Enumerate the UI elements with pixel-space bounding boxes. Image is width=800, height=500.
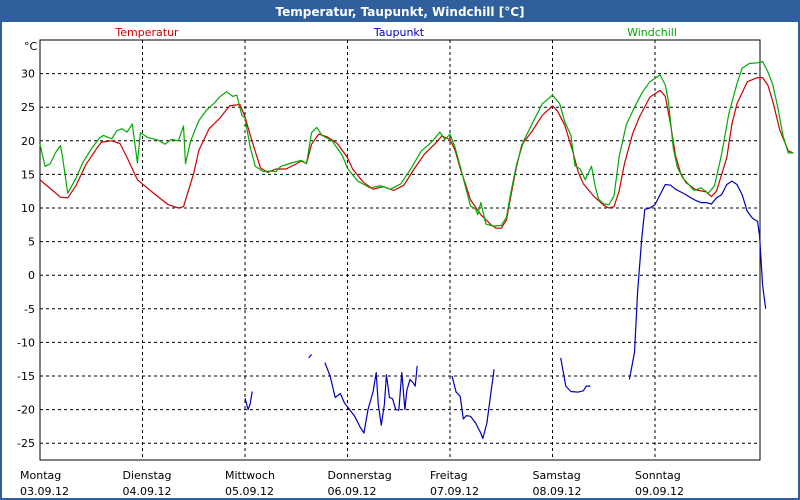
y-tick-label: 0 — [28, 269, 35, 282]
series-line — [39, 60, 794, 227]
y-tick-label: -25 — [17, 437, 35, 450]
y-tick-label: 30 — [21, 68, 35, 81]
x-tick-day: Samstag — [533, 469, 581, 482]
series-line — [324, 362, 418, 434]
legend-entry: Windchill — [627, 26, 677, 39]
series-line — [628, 180, 767, 380]
y-unit-label: °C — [24, 40, 38, 53]
x-tick-date: 06.09.12 — [328, 485, 377, 498]
series-group — [39, 60, 794, 440]
legend-entry: Temperatur — [114, 26, 179, 39]
x-tick-day: Freitag — [430, 469, 468, 482]
legend: Temperatur Windchill Taupunkt — [114, 26, 677, 39]
series-temperatur — [39, 76, 794, 229]
series-line — [39, 76, 794, 229]
y-tick-label: -15 — [17, 370, 35, 383]
y-tick-label: 15 — [21, 168, 35, 181]
x-tick-day: Sonntag — [635, 469, 681, 482]
y-tick-label: 10 — [21, 202, 35, 215]
series-line — [308, 354, 313, 359]
series-line — [560, 357, 591, 393]
x-tick-date: 09.09.12 — [635, 485, 684, 498]
x-tick-date: 04.09.12 — [123, 485, 172, 498]
x-tick-date: 07.09.12 — [430, 485, 479, 498]
x-axis: Montag 03.09.12 Dienstag 04.09.12 Mittwoch 05… — [20, 469, 684, 498]
x-tick-day: Mittwoch — [225, 469, 275, 482]
y-tick-label: -5 — [24, 303, 35, 316]
grid — [40, 40, 760, 460]
series-windchill — [39, 60, 794, 227]
x-tick-day: Montag — [20, 469, 61, 482]
x-tick-day: Dienstag — [123, 469, 172, 482]
window-title: Temperatur, Taupunkt, Windchill [°C] — [2, 2, 798, 22]
y-tick-label: -10 — [17, 336, 35, 349]
y-tick-label: 5 — [28, 236, 35, 249]
legend-entry: Taupunkt — [373, 26, 425, 39]
series-line — [451, 369, 495, 440]
series-line — [244, 391, 253, 411]
x-tick-date: 05.09.12 — [225, 485, 274, 498]
y-tick-label: -20 — [17, 404, 35, 417]
y-tick-label: 20 — [21, 135, 35, 148]
y-axis: 30 25 20 15 10 5 0 -5 -10 -15 -20 -25 — [17, 68, 35, 451]
y-tick-label: 25 — [21, 101, 35, 114]
x-tick-day: Donnerstag — [328, 469, 392, 482]
x-tick-date: 03.09.12 — [20, 485, 69, 498]
series-taupunkt — [244, 180, 767, 440]
x-tick-date: 08.09.12 — [533, 485, 582, 498]
